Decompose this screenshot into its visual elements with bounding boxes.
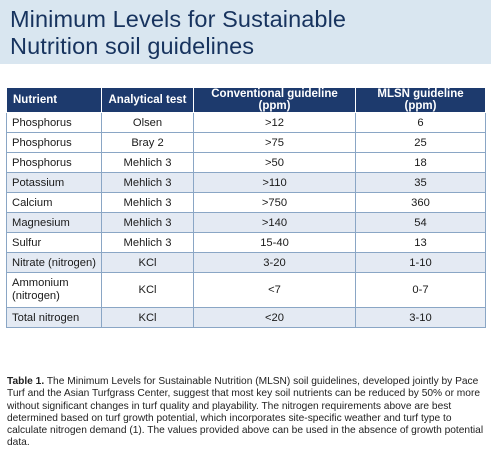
cell-mlsn-guideline: 0-7 bbox=[355, 272, 486, 308]
cell-conventional-guideline: <20 bbox=[193, 307, 356, 328]
cell-mlsn-guideline: 35 bbox=[355, 172, 486, 193]
cell-mlsn-guideline: 3-10 bbox=[355, 307, 486, 328]
table-header-row: Nutrient Analytical test Conventional gu… bbox=[6, 87, 486, 113]
table-row: Nitrate (nitrogen) KCl 3-20 1-10 bbox=[6, 252, 486, 273]
cell-nutrient: Calcium bbox=[6, 192, 102, 213]
cell-nutrient: Nitrate (nitrogen) bbox=[6, 252, 102, 273]
cell-nutrient: Phosphorus bbox=[6, 152, 102, 173]
cell-conventional-guideline: >750 bbox=[193, 192, 356, 213]
page-title: Minimum Levels for Sustainable Nutrition… bbox=[10, 6, 480, 60]
table-row: Calcium Mehlich 3 >750 360 bbox=[6, 192, 486, 213]
cell-conventional-guideline: <7 bbox=[193, 272, 356, 308]
cell-analytical-test: Mehlich 3 bbox=[101, 232, 194, 253]
page-title-line-2: Nutrition soil guidelines bbox=[10, 33, 255, 59]
cell-analytical-test: Bray 2 bbox=[101, 132, 194, 153]
column-header-mlsn-guideline: MLSN guideline (ppm) bbox=[355, 87, 486, 113]
cell-conventional-guideline: >75 bbox=[193, 132, 356, 153]
cell-conventional-guideline: 3-20 bbox=[193, 252, 356, 273]
table-row: Potassium Mehlich 3 >110 35 bbox=[6, 172, 486, 193]
column-header-analytical-test: Analytical test bbox=[101, 87, 194, 113]
cell-conventional-guideline: >50 bbox=[193, 152, 356, 173]
table-row: Phosphorus Mehlich 3 >50 18 bbox=[6, 152, 486, 173]
page-title-line-1: Minimum Levels for Sustainable bbox=[10, 6, 347, 32]
cell-nutrient: Total nitrogen bbox=[6, 307, 102, 328]
table-row: Sulfur Mehlich 3 15-40 13 bbox=[6, 232, 486, 253]
cell-mlsn-guideline: 6 bbox=[355, 112, 486, 133]
cell-analytical-test: KCl bbox=[101, 252, 194, 273]
caption-label: Table 1. bbox=[7, 376, 45, 387]
cell-mlsn-guideline: 360 bbox=[355, 192, 486, 213]
table-row: Phosphorus Olsen >12 6 bbox=[6, 112, 486, 133]
cell-mlsn-guideline: 13 bbox=[355, 232, 486, 253]
cell-analytical-test: Mehlich 3 bbox=[101, 212, 194, 233]
cell-mlsn-guideline: 25 bbox=[355, 132, 486, 153]
table-row: Ammonium (nitrogen) KCl <7 0-7 bbox=[6, 272, 486, 308]
table-row: Phosphorus Bray 2 >75 25 bbox=[6, 132, 486, 153]
cell-conventional-guideline: 15-40 bbox=[193, 232, 356, 253]
table-row: Magnesium Mehlich 3 >140 54 bbox=[6, 212, 486, 233]
cell-nutrient: Magnesium bbox=[6, 212, 102, 233]
cell-analytical-test: Mehlich 3 bbox=[101, 192, 194, 213]
cell-analytical-test: Mehlich 3 bbox=[101, 172, 194, 193]
cell-mlsn-guideline: 1-10 bbox=[355, 252, 486, 273]
cell-conventional-guideline: >110 bbox=[193, 172, 356, 193]
column-header-nutrient: Nutrient bbox=[6, 87, 102, 113]
caption-text: The Minimum Levels for Sustainable Nutri… bbox=[7, 376, 484, 449]
cell-nutrient: Sulfur bbox=[6, 232, 102, 253]
title-band: Minimum Levels for Sustainable Nutrition… bbox=[0, 0, 491, 64]
guidelines-table-container: Nutrient Analytical test Conventional gu… bbox=[6, 87, 486, 328]
cell-analytical-test: Olsen bbox=[101, 112, 194, 133]
cell-analytical-test: KCl bbox=[101, 307, 194, 328]
table-caption: Table 1. The Minimum Levels for Sustaina… bbox=[7, 376, 485, 450]
cell-analytical-test: KCl bbox=[101, 272, 194, 308]
guidelines-table: Nutrient Analytical test Conventional gu… bbox=[6, 87, 486, 328]
column-header-conventional-guideline: Conventional guideline (ppm) bbox=[193, 87, 356, 113]
cell-conventional-guideline: >140 bbox=[193, 212, 356, 233]
cell-mlsn-guideline: 18 bbox=[355, 152, 486, 173]
table-row: Total nitrogen KCl <20 3-10 bbox=[6, 307, 486, 328]
cell-analytical-test: Mehlich 3 bbox=[101, 152, 194, 173]
cell-nutrient: Phosphorus bbox=[6, 112, 102, 133]
cell-mlsn-guideline: 54 bbox=[355, 212, 486, 233]
cell-nutrient: Potassium bbox=[6, 172, 102, 193]
cell-nutrient: Ammonium (nitrogen) bbox=[6, 272, 102, 308]
cell-conventional-guideline: >12 bbox=[193, 112, 356, 133]
cell-nutrient: Phosphorus bbox=[6, 132, 102, 153]
